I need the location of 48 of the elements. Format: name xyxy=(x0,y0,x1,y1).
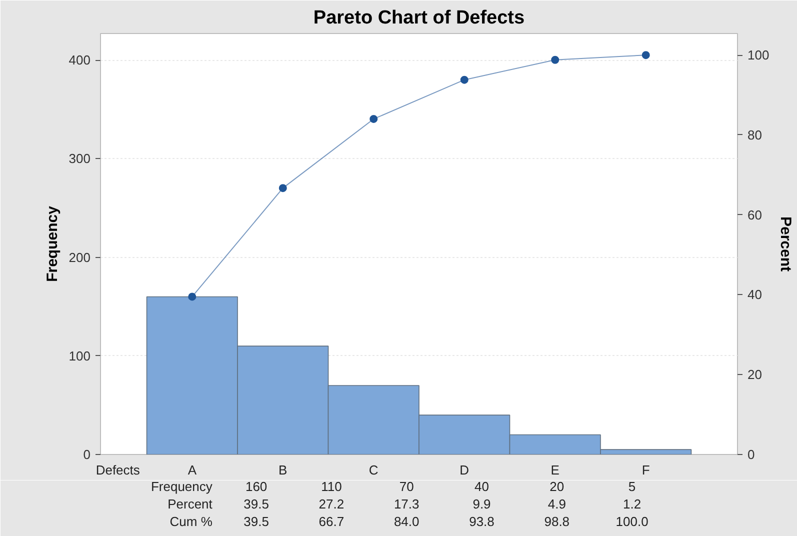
text: 39.5 xyxy=(244,514,269,529)
point xyxy=(278,184,287,192)
point xyxy=(551,56,560,64)
text: 5 xyxy=(628,479,636,494)
text: 17.3 xyxy=(394,496,420,512)
x-tick-label: C xyxy=(368,462,378,478)
text: 84.0 xyxy=(394,514,420,529)
y-tick-label: 0 xyxy=(83,447,91,462)
text: Percent xyxy=(168,496,213,512)
text: 9.9 xyxy=(472,496,491,512)
y-tick-label: 100 xyxy=(68,348,91,364)
text: 20 xyxy=(550,479,564,494)
point xyxy=(188,292,196,301)
x-tick-label: A xyxy=(188,462,197,478)
text: 66.7 xyxy=(318,514,344,529)
y2-tick-label: 20 xyxy=(748,367,762,382)
x-tick-label: B xyxy=(278,462,288,478)
y2-tick-label: 0 xyxy=(748,447,755,462)
point xyxy=(370,114,378,123)
y2-tick-label: 40 xyxy=(748,287,762,302)
text: 27.2 xyxy=(318,496,344,512)
text: 40 xyxy=(474,479,489,494)
x-axis-title: Defects xyxy=(96,462,140,478)
y-tick-label: 400 xyxy=(68,52,91,68)
text: 1.2 xyxy=(623,496,642,512)
text: 93.8 xyxy=(469,514,494,529)
point xyxy=(642,51,650,60)
text: Cum % xyxy=(170,514,213,529)
text: 39.5 xyxy=(244,496,269,512)
y2-tick-label: 100 xyxy=(748,48,770,63)
x-tick-label: F xyxy=(642,462,650,478)
chart-title: Pareto Chart of Defects xyxy=(313,8,525,28)
text: 100.0 xyxy=(616,514,648,529)
y-axis-title: Frequency xyxy=(44,205,61,282)
y2-tick-label: 80 xyxy=(748,127,762,142)
text: 98.8 xyxy=(544,514,570,529)
text: 70 xyxy=(399,479,414,494)
y2-axis-title: Percent xyxy=(777,216,794,272)
y-tick-label: 300 xyxy=(68,151,91,166)
text: 160 xyxy=(245,479,268,494)
point xyxy=(460,76,468,84)
y2-tick-label: 60 xyxy=(748,207,762,222)
text: 110 xyxy=(321,479,342,494)
x-tick-label: E xyxy=(550,462,560,478)
text: 4.9 xyxy=(548,496,566,512)
x-tick-label: D xyxy=(460,462,470,478)
text: Frequency xyxy=(150,479,213,494)
y-tick-label: 200 xyxy=(68,250,91,265)
